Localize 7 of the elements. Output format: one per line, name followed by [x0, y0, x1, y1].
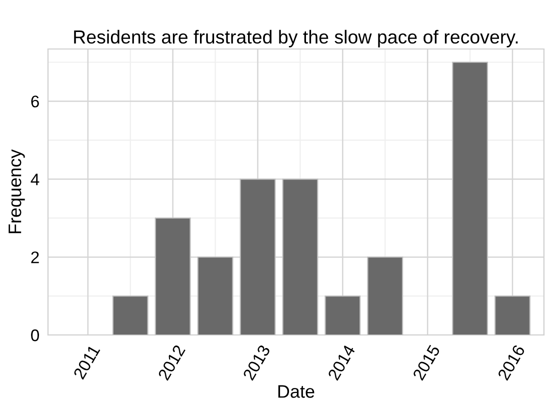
- y-tick-label: 6: [31, 96, 39, 108]
- y-tick-label: 0: [31, 329, 40, 342]
- chart-title: Residents are frustrated by the slow pace of recovery.: [74, 30, 518, 48]
- x-axis-title: Date: [278, 385, 314, 398]
- y-axis-title: Frequency: [8, 149, 25, 234]
- y-tick-label: 4: [30, 174, 40, 186]
- y-tick-label: 2: [31, 251, 39, 264]
